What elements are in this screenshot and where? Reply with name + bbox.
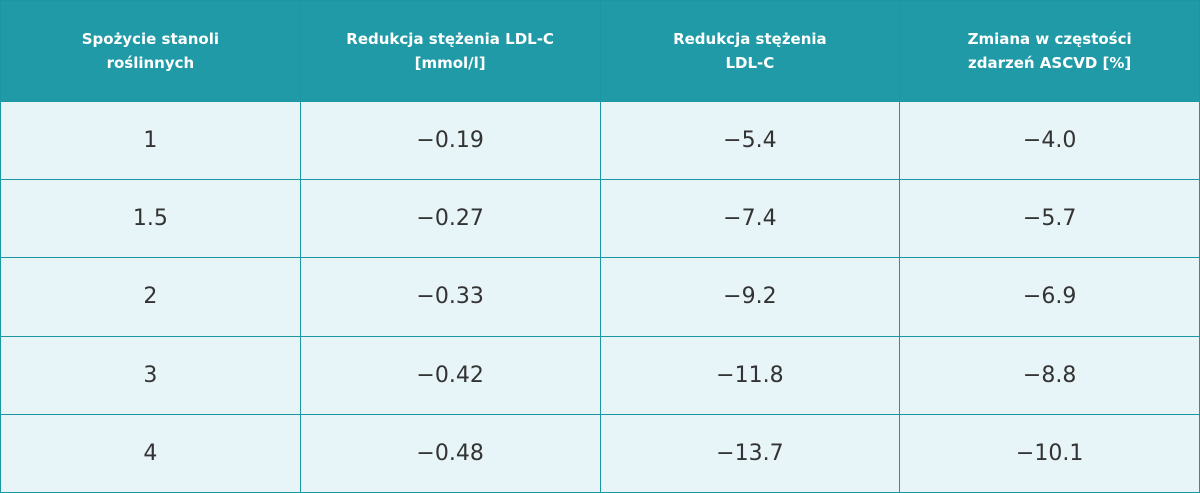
table-cell: 2	[0, 257, 301, 337]
table-cell: −10.1	[899, 413, 1200, 493]
header-line: [mmol/l]	[414, 54, 486, 72]
header-line: Zmiana w częstości	[967, 30, 1132, 48]
table-cell: −7.4	[599, 179, 901, 259]
table-row: 3 −0.42 −11.8 −8.8	[0, 335, 1200, 415]
table-cell: −9.2	[599, 257, 901, 337]
header-cell: Spożycie stanoli roślinnych	[0, 0, 301, 102]
header-cell: Redukcja stężenia LDL-C [mmol/l]	[299, 0, 601, 102]
table-cell: −8.8	[899, 335, 1200, 415]
table-cell: −6.9	[899, 257, 1200, 337]
table-row: 1 −0.19 −5.4 −4.0	[0, 100, 1200, 181]
table-row: 2 −0.33 −9.2 −6.9	[0, 257, 1200, 337]
table-cell: −11.8	[599, 335, 901, 415]
table-cell: −0.42	[299, 335, 601, 415]
header-line: Redukcja stężenia LDL-C	[346, 30, 554, 48]
table-cell: 4	[0, 413, 301, 493]
table-cell: −13.7	[599, 413, 901, 493]
table-row: 1.5 −0.27 −7.4 −5.7	[0, 179, 1200, 259]
header-line: zdarzeń ASCVD [%]	[968, 54, 1132, 72]
table-cell: −5.7	[899, 179, 1200, 259]
header-row: Spożycie stanoli roślinnych Redukcja stęże…	[0, 0, 1200, 102]
table-cell: −4.0	[899, 100, 1200, 181]
header-line: Spożycie stanoli	[81, 30, 220, 48]
table-cell: 1.5	[0, 179, 301, 259]
table-cell: 3	[0, 335, 301, 415]
table-cell: −0.27	[299, 179, 601, 259]
header-cell: Zmiana w częstości zdarzeń ASCVD [%]	[899, 0, 1200, 102]
table-cell: −5.4	[599, 100, 901, 181]
header-line: Redukcja stężenia	[673, 30, 827, 48]
table-cell: −0.33	[299, 257, 601, 337]
table-cell: −0.48	[299, 413, 601, 493]
table-body: 1 −0.19 −5.4 −4.0 1.5 −0.27 −7.4 −5.7 2 −0.33 −9.2…	[0, 100, 1200, 493]
table-cell: 1	[0, 100, 301, 181]
table-header: Spożycie stanoli roślinnych Redukcja stęże…	[0, 0, 1200, 102]
header-line: LDL-C	[725, 54, 775, 72]
header-line: roślinnych	[106, 54, 195, 72]
table-row: 4 −0.48 −13.7 −10.1	[0, 413, 1200, 493]
header-cell: Redukcja stężenia LDL-C	[599, 0, 901, 102]
table-cell: −0.19	[299, 100, 601, 181]
